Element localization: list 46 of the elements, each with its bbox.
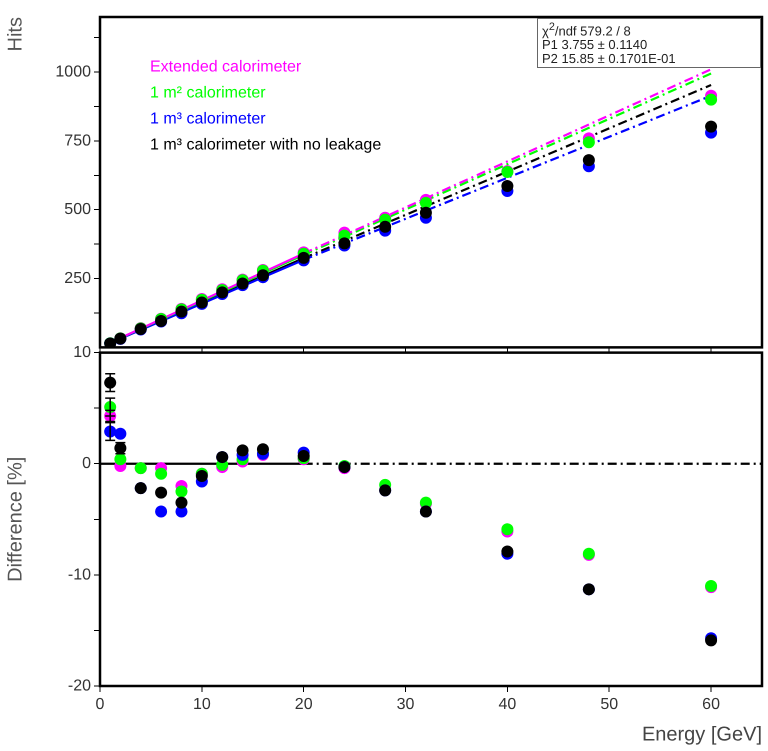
point	[175, 486, 188, 498]
annotation: P1 3.755 ± 0.1140	[542, 37, 648, 52]
x-tick-label: 50	[600, 696, 618, 714]
point	[175, 496, 188, 509]
x-tick-label: 10	[192, 696, 211, 714]
x-tick-label: 30	[396, 696, 415, 714]
text: 1 m³ calorimeter with no leakage	[150, 136, 382, 154]
text: 1 m² calorimeter	[150, 84, 266, 102]
point	[582, 154, 595, 166]
point	[705, 94, 718, 106]
point	[338, 237, 350, 250]
y-tick-label: -20	[68, 677, 92, 694]
y-tick-label: 10	[73, 344, 92, 362]
point	[420, 196, 432, 209]
annotation: P2 15.85 ± 0.1701E-01	[542, 51, 677, 66]
y-tick-label: 750	[64, 132, 92, 150]
point	[236, 444, 249, 456]
y-tick-label: 1000	[55, 63, 92, 80]
x-tick-label: 40	[498, 696, 516, 714]
point	[379, 220, 392, 233]
y-tick-label: 250	[64, 270, 92, 287]
point	[298, 252, 310, 264]
x-tick-label: 20	[294, 696, 313, 714]
point	[155, 486, 168, 499]
point	[114, 428, 126, 440]
y-axis-title: Difference [%]	[4, 456, 27, 582]
y-tick-label: 0	[82, 455, 92, 472]
annotation: χ$^{2}$/ndf 579.2 / 8	[542, 20, 632, 38]
point	[501, 523, 514, 536]
x-tick-label: 60	[702, 696, 720, 714]
point	[114, 453, 126, 466]
point	[705, 120, 718, 133]
y-tick-label: 500	[64, 201, 92, 218]
y-tick-label: -10	[68, 566, 92, 584]
point	[420, 206, 432, 219]
point	[582, 136, 595, 148]
point	[501, 180, 514, 192]
point	[155, 506, 168, 518]
x-tick-label: 0	[96, 696, 105, 714]
text: 1 m³ calorimeter	[150, 110, 266, 128]
x-axis-title: Energy [GeV]	[642, 724, 762, 746]
text: Extended calorimeter	[150, 58, 302, 76]
point	[155, 468, 168, 480]
point	[256, 443, 269, 456]
y-axis-title: Hits	[4, 17, 27, 52]
point	[298, 450, 310, 462]
